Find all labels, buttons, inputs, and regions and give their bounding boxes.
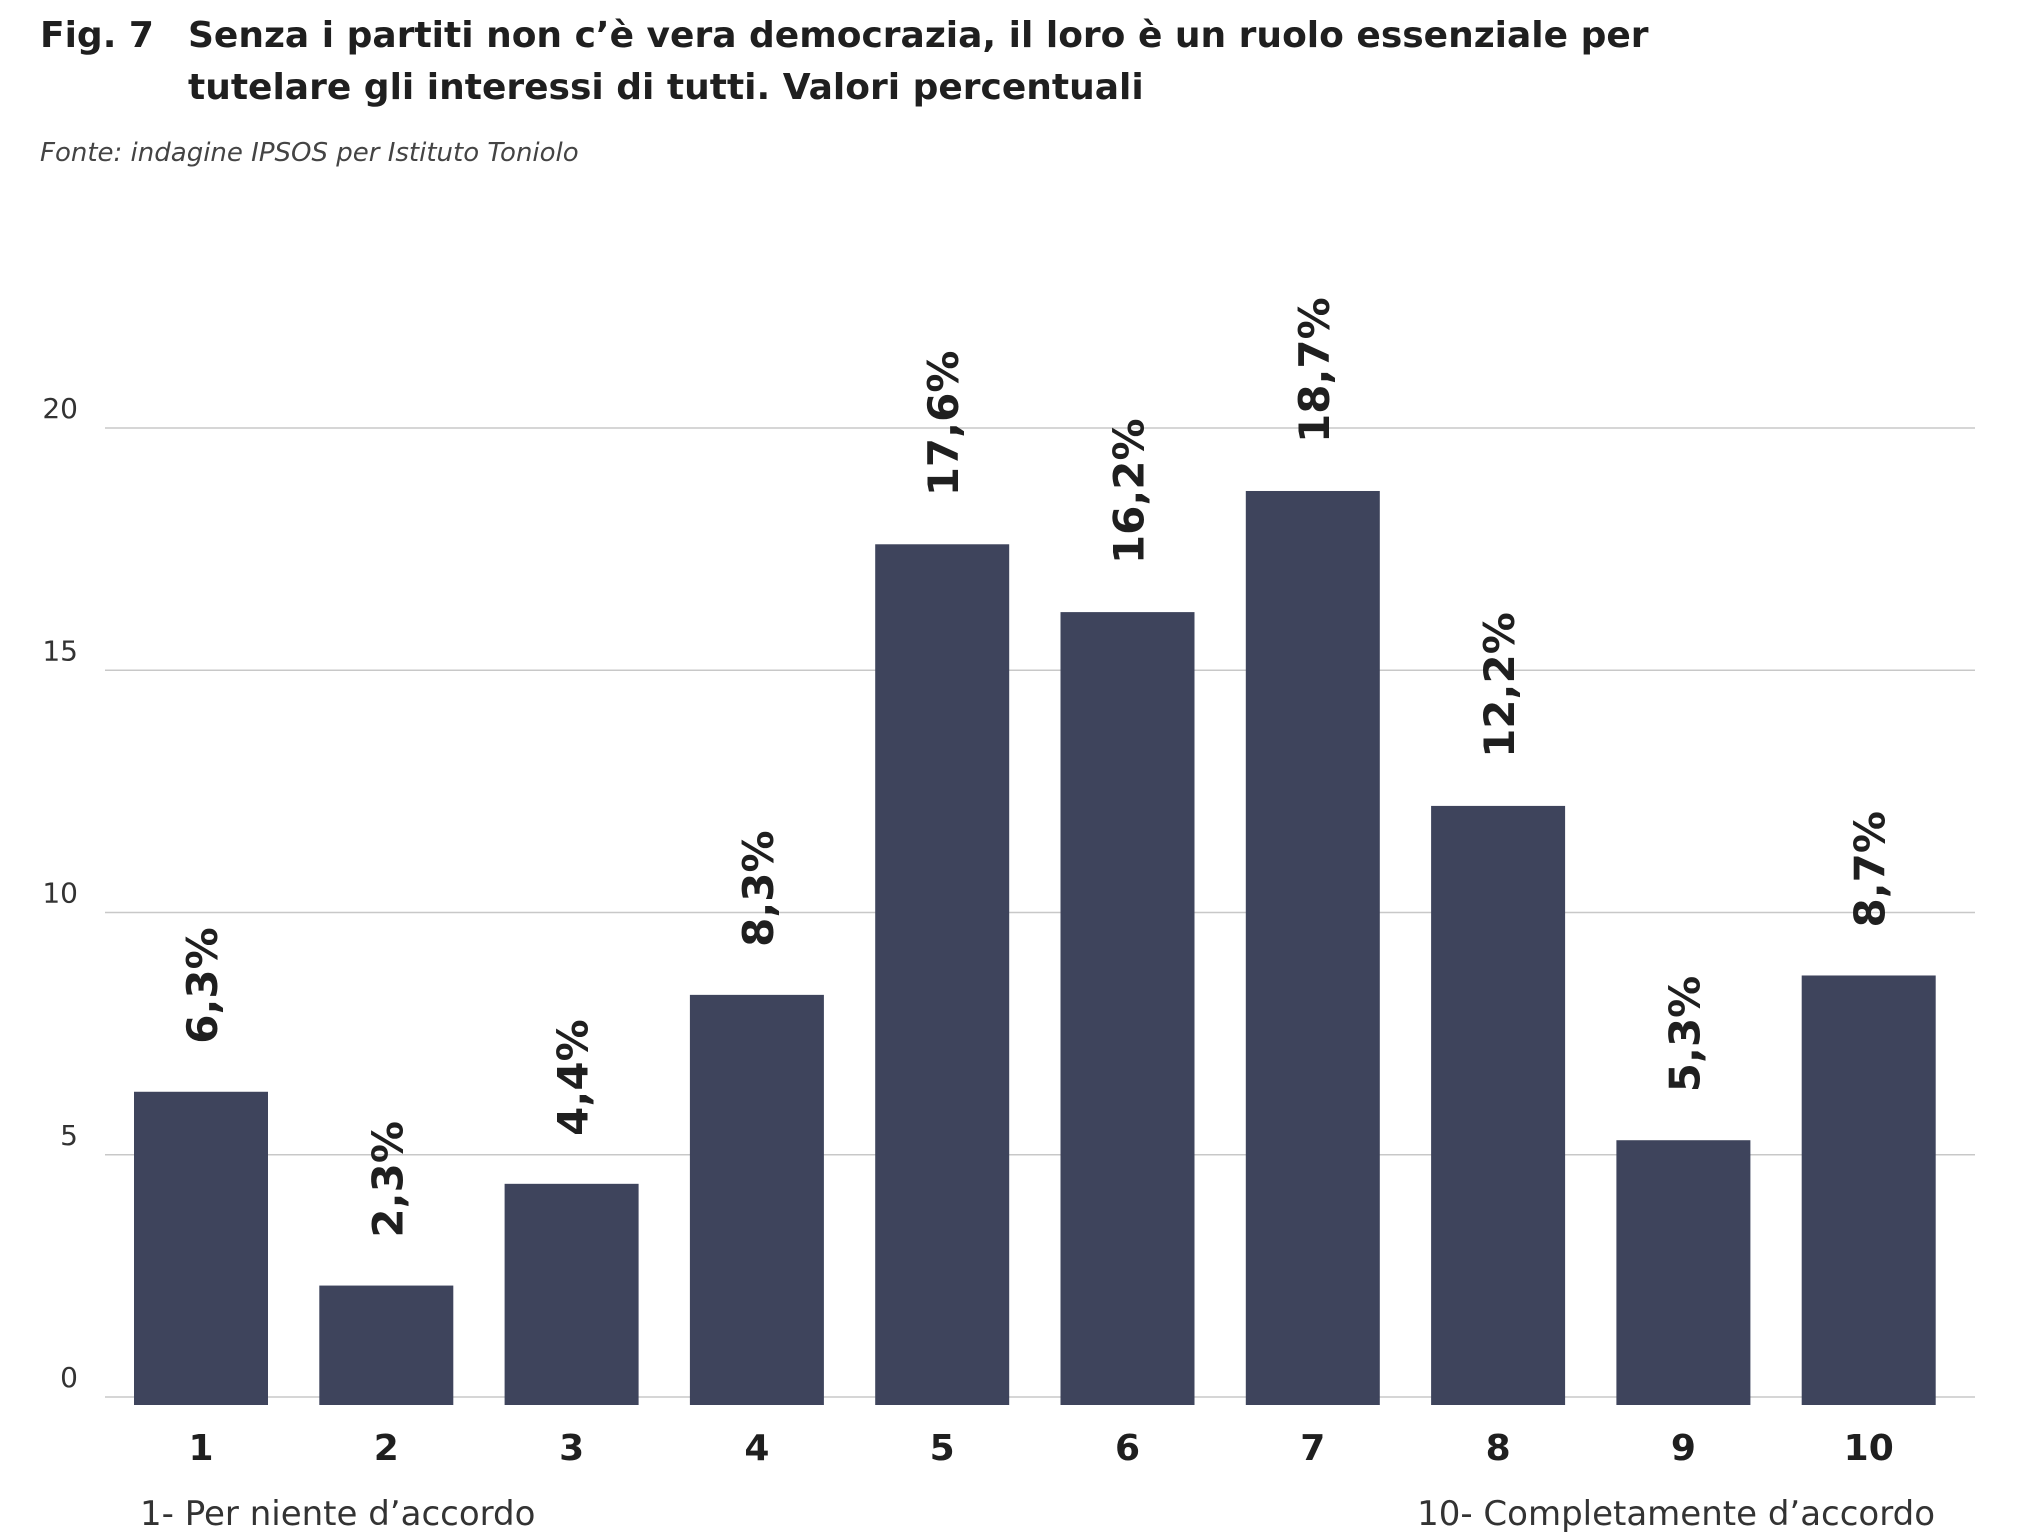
data-label: 8,7% bbox=[1846, 811, 1895, 927]
figure-source: Fonte: indagine IPSOS per Istituto Tonio… bbox=[40, 138, 579, 168]
axis-labels: 0 5 10 15 20 1 2 3 4 5 6 7 8 9 10 1- Per niente d’accor… bbox=[42, 392, 1935, 1534]
bar bbox=[1060, 612, 1195, 1405]
bar bbox=[1431, 805, 1566, 1405]
x-tick-label: 2 bbox=[374, 1428, 399, 1469]
data-label: 4,4% bbox=[549, 1019, 598, 1135]
scale-left-label: 1- Per niente d’accordo bbox=[140, 1494, 535, 1534]
bar bbox=[1616, 1140, 1751, 1405]
x-tick-label: 4 bbox=[744, 1428, 769, 1469]
figure-label: Fig. 7 bbox=[40, 15, 154, 56]
x-tick-label: 7 bbox=[1300, 1428, 1325, 1469]
data-label: 16,2% bbox=[1105, 418, 1154, 564]
bar bbox=[689, 994, 824, 1405]
x-tick-label: 9 bbox=[1671, 1428, 1696, 1469]
data-labels: 6,3% 2,3% 4,4% 8,3% 17,6% 16,2% 18,7% 12,2% 5,3%… bbox=[178, 297, 1895, 1237]
data-label: 8,3% bbox=[734, 830, 783, 946]
bar bbox=[134, 1091, 268, 1405]
x-tick-label: 3 bbox=[559, 1428, 584, 1469]
data-label: 17,6% bbox=[919, 351, 968, 497]
bar bbox=[319, 1285, 454, 1405]
figure-title: Senza i partiti non c’è vera democrazia,… bbox=[188, 15, 1649, 108]
x-tick-label: 10 bbox=[1844, 1428, 1894, 1469]
y-tick-label: 5 bbox=[60, 1119, 78, 1152]
x-tick-label: 8 bbox=[1486, 1428, 1511, 1469]
data-label: 2,3% bbox=[363, 1121, 412, 1237]
y-tick-label: 20 bbox=[42, 392, 78, 425]
x-tick-label: 5 bbox=[930, 1428, 955, 1469]
bar bbox=[504, 1183, 639, 1405]
scale-right-label: 10- Completamente d’accordo bbox=[1417, 1494, 1935, 1534]
bar bbox=[1245, 490, 1380, 1405]
data-label: 12,2% bbox=[1475, 612, 1524, 758]
data-label: 18,7% bbox=[1290, 297, 1339, 443]
bar bbox=[875, 544, 1010, 1405]
y-tick-label: 10 bbox=[42, 877, 78, 910]
x-tick-label: 6 bbox=[1115, 1428, 1140, 1469]
bar bbox=[1801, 975, 1936, 1405]
data-label: 5,3% bbox=[1660, 976, 1709, 1092]
data-label: 6,3% bbox=[178, 927, 227, 1043]
x-tick-label: 1 bbox=[188, 1428, 213, 1469]
y-tick-label: 15 bbox=[42, 634, 78, 667]
bars bbox=[134, 490, 1936, 1405]
y-tick-label: 0 bbox=[60, 1361, 78, 1394]
